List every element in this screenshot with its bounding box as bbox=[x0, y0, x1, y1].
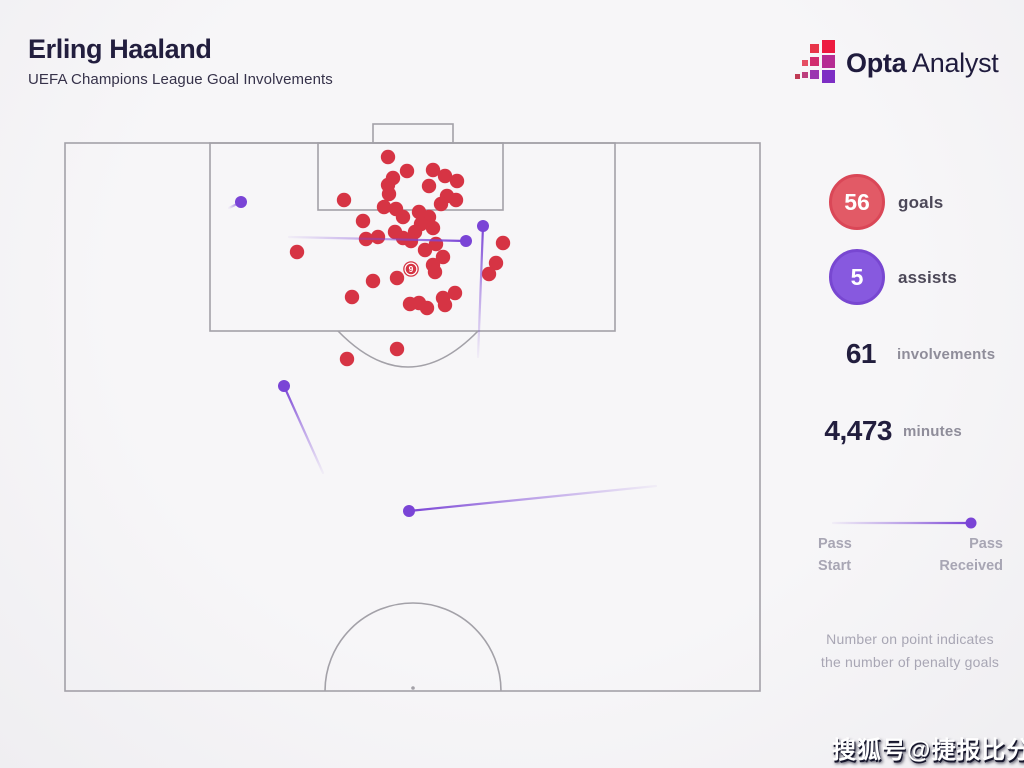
logo-square bbox=[810, 44, 819, 53]
logo-square bbox=[795, 74, 800, 79]
goal-point bbox=[481, 266, 497, 282]
assist-received-point bbox=[235, 196, 247, 208]
minutes-label: minutes bbox=[903, 423, 962, 440]
minutes-value: 4,473 bbox=[824, 415, 892, 446]
watermark: 搜狐号@捷报比分 bbox=[832, 737, 1024, 764]
legend-pass-start-line1: Pass bbox=[818, 536, 852, 552]
logo-square bbox=[810, 70, 819, 79]
centre-spot bbox=[411, 686, 415, 690]
penalty-note-line1: Number on point indicates bbox=[826, 631, 994, 647]
goal-point bbox=[344, 289, 360, 305]
penalty-goal-count: 9 bbox=[409, 264, 414, 274]
goal-point bbox=[389, 341, 405, 357]
opta-analyst-logo: Opta Analyst bbox=[794, 40, 999, 86]
goal-point bbox=[419, 300, 435, 316]
assists-badge: 5 bbox=[829, 249, 885, 305]
goal-point bbox=[376, 199, 392, 215]
logo-square bbox=[822, 70, 835, 83]
assist-pass-line bbox=[287, 235, 468, 243]
goal-point bbox=[435, 249, 451, 265]
goal-frame bbox=[372, 123, 454, 144]
penalty-arc bbox=[337, 330, 479, 368]
logo-square bbox=[810, 57, 819, 66]
goal-point bbox=[365, 273, 381, 289]
goal-point bbox=[370, 229, 386, 245]
goal-point bbox=[433, 196, 449, 212]
goal-point bbox=[395, 209, 411, 225]
centre-circle bbox=[324, 602, 502, 692]
goals-label: goals bbox=[898, 193, 944, 212]
logo-square bbox=[802, 72, 808, 78]
goal-point bbox=[355, 213, 371, 229]
penalty-goal-ring bbox=[404, 262, 418, 276]
logo-square bbox=[822, 55, 835, 68]
goal-point bbox=[448, 192, 464, 208]
goal-point bbox=[389, 270, 405, 286]
goal-point bbox=[447, 285, 463, 301]
legend-received-dot bbox=[965, 517, 977, 529]
goal-point bbox=[380, 149, 396, 165]
legend-pass-start-line2: Start bbox=[818, 558, 852, 574]
logo-square bbox=[822, 40, 835, 53]
goal-point bbox=[437, 168, 453, 184]
legend-pass-received-line2: Received bbox=[939, 558, 1003, 574]
page-subtitle: UEFA Champions League Goal Involvements bbox=[28, 71, 333, 88]
opta-logo-icon bbox=[794, 40, 838, 86]
goal-point bbox=[417, 242, 433, 258]
involvements-label: involvements bbox=[897, 346, 996, 363]
assist-pass-line bbox=[476, 224, 485, 359]
six-yard-box bbox=[317, 142, 504, 211]
legend-pass-received: Pass Received bbox=[900, 533, 1003, 577]
goal-point bbox=[339, 351, 355, 367]
page-title: Erling Haaland bbox=[28, 34, 212, 64]
goal-point bbox=[427, 264, 443, 280]
involvements-value: 61 bbox=[845, 338, 877, 369]
goals-value: 56 bbox=[844, 188, 870, 215]
logo-text-opta: Opta bbox=[846, 47, 907, 78]
assist-received-point bbox=[403, 505, 415, 517]
goal-point bbox=[403, 233, 419, 249]
goal-point bbox=[495, 235, 511, 251]
assist-pass-line bbox=[282, 384, 325, 475]
goal-point bbox=[425, 220, 441, 236]
legend-pass-start: Pass Start bbox=[818, 533, 852, 577]
goal-point bbox=[399, 163, 415, 179]
goals-badge: 56 bbox=[829, 174, 885, 230]
assist-pass-line bbox=[407, 484, 658, 513]
goal-point bbox=[488, 255, 504, 271]
goal-point bbox=[336, 192, 352, 208]
goal-point bbox=[425, 162, 441, 178]
assist-received-point bbox=[460, 235, 472, 247]
logo-square bbox=[802, 60, 808, 66]
penalty-note: Number on point indicates the number of … bbox=[798, 628, 1022, 674]
goal-point bbox=[381, 186, 397, 202]
goal-point bbox=[289, 244, 305, 260]
goal-point bbox=[449, 173, 465, 189]
assist-received-point bbox=[278, 380, 290, 392]
assist-received-point bbox=[477, 220, 489, 232]
goal-point bbox=[435, 290, 451, 306]
penalty-note-line2: the number of penalty goals bbox=[820, 654, 1000, 670]
logo-text: Opta Analyst bbox=[846, 47, 999, 79]
header: Erling Haaland UEFA Champions League Goa… bbox=[28, 34, 333, 88]
pitch-outline bbox=[64, 142, 761, 692]
legend-pass-received-line1: Pass bbox=[969, 536, 1003, 552]
logo-text-analyst: Analyst bbox=[912, 47, 999, 78]
goal-point bbox=[421, 178, 437, 194]
assists-label: assists bbox=[898, 268, 958, 287]
assists-value: 5 bbox=[850, 263, 864, 290]
